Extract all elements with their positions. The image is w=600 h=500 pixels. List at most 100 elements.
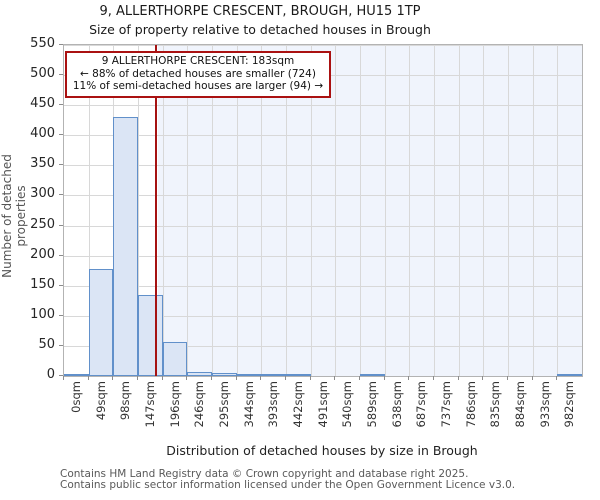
plot-area: 9 ALLERTHORPE CRESCENT: 183sqm ← 88% of … [63, 44, 583, 377]
footer-attribution-line-1: Contains HM Land Registry data © Crown c… [60, 468, 469, 480]
x-tick-label: 982sqm [562, 381, 577, 428]
x-tick-mark [383, 376, 385, 380]
v-gridline [557, 45, 559, 376]
histogram-bar-295sqm [212, 372, 237, 376]
v-gridline [88, 45, 90, 376]
x-tick-label: 442sqm [291, 381, 305, 428]
h-gridline [64, 135, 582, 137]
y-tick-mark [59, 164, 63, 166]
y-tick-mark [59, 314, 63, 316]
annotation-line-1: 9 ALLERTHORPE CRESCENT: 183sqm [101, 55, 295, 67]
histogram-bar-49sqm [88, 268, 114, 376]
h-gridline [64, 165, 582, 167]
y-tick-mark [59, 375, 63, 376]
y-tick-mark [59, 74, 63, 76]
v-gridline [236, 45, 238, 376]
x-tick-label: 49sqm [93, 381, 108, 421]
v-gridline [187, 45, 189, 376]
v-gridline [310, 45, 312, 376]
annotation-line-2: ← 88% of detached houses are smaller (72… [80, 67, 316, 80]
footer-attribution-line-2: Contains public sector information licen… [60, 479, 516, 491]
histogram-bar-246sqm [187, 372, 212, 376]
x-tick-label: 0sqm [69, 381, 83, 413]
y-tick-label: 100 [30, 306, 55, 322]
v-gridline [162, 45, 164, 376]
histogram-bar-98sqm [113, 117, 138, 376]
x-axis-title: Distribution of detached houses by size … [166, 443, 478, 458]
x-tick-label: 540sqm [340, 381, 355, 428]
y-tick-mark [59, 44, 63, 45]
y-tick-mark [59, 344, 63, 346]
y-tick-mark [59, 134, 63, 136]
x-tick-label: 786sqm [463, 381, 478, 428]
chart-subtitle: Size of property relative to detached ho… [89, 22, 431, 37]
h-gridline [64, 105, 582, 107]
y-tick-mark [59, 194, 63, 196]
x-tick-label: 98sqm [118, 381, 133, 421]
x-tick-mark [531, 376, 533, 380]
x-tick-mark [211, 376, 212, 380]
v-gridline [335, 45, 337, 376]
x-tick-mark [161, 376, 163, 380]
v-gridline [434, 45, 435, 376]
shaded-region-right-of-marker [158, 45, 582, 376]
h-gridline [64, 285, 582, 287]
property-size-marker-line [155, 45, 158, 376]
v-gridline [286, 45, 287, 376]
x-tick-mark [87, 376, 89, 380]
chart-title: 9, ALLERTHORPE CRESCENT, BROUGH, HU15 1T… [99, 4, 421, 19]
x-tick-mark [235, 376, 237, 380]
x-tick-mark [137, 376, 138, 380]
y-tick-mark [59, 254, 63, 256]
v-gridline [360, 45, 361, 376]
y-tick-label: 550 [30, 36, 55, 51]
x-tick-mark [112, 376, 114, 380]
v-gridline [261, 45, 263, 376]
y-tick-label: 150 [30, 276, 55, 292]
y-tick-label: 400 [30, 126, 55, 142]
y-tick-label: 500 [30, 66, 55, 82]
histogram-bar-982sqm [557, 374, 582, 376]
x-tick-mark [556, 376, 558, 380]
x-tick-mark [309, 376, 311, 380]
v-gridline [458, 45, 460, 376]
x-tick-label: 344sqm [241, 381, 256, 428]
x-tick-mark [482, 376, 484, 380]
x-tick-label: 246sqm [192, 381, 207, 428]
x-tick-mark [334, 376, 336, 380]
x-tick-label: 589sqm [365, 381, 379, 428]
y-tick-mark [59, 104, 63, 106]
annotation-line-3: 11% of semi-detached houses are larger (… [72, 80, 324, 92]
x-tick-label: 147sqm [143, 381, 157, 428]
h-gridline [64, 195, 582, 197]
x-tick-label: 393sqm [266, 381, 281, 428]
histogram-bar-0sqm [64, 374, 89, 376]
v-gridline [138, 45, 139, 376]
v-gridline [483, 45, 485, 376]
histogram-bar-344sqm [236, 374, 262, 376]
y-tick-label: 450 [30, 96, 55, 112]
x-tick-label: 196sqm [167, 381, 182, 428]
x-tick-mark [408, 376, 410, 380]
x-tick-mark [260, 376, 262, 380]
y-tick-label: 0 [46, 367, 55, 382]
x-tick-mark [63, 376, 64, 380]
h-gridline [64, 315, 582, 317]
x-tick-mark [433, 376, 434, 380]
annotation-box: 9 ALLERTHORPE CRESCENT: 183sqm ← 88% of … [65, 51, 331, 98]
y-axis-title: Number of detached properties [0, 154, 28, 278]
v-gridline [532, 45, 534, 376]
y-tick-label: 250 [30, 216, 55, 232]
x-tick-mark [457, 376, 459, 380]
histogram-bar-589sqm [360, 374, 385, 376]
y-tick-mark [59, 284, 63, 286]
h-gridline [64, 255, 582, 257]
y-tick-label: 300 [30, 186, 55, 202]
histogram-bar-196sqm [162, 341, 188, 376]
h-gridline [64, 45, 582, 46]
x-tick-mark [507, 376, 508, 380]
y-tick-label: 350 [30, 156, 55, 172]
y-tick-label: 50 [38, 336, 55, 352]
x-tick-label: 295sqm [217, 381, 231, 428]
x-tick-label: 933sqm [537, 381, 552, 428]
